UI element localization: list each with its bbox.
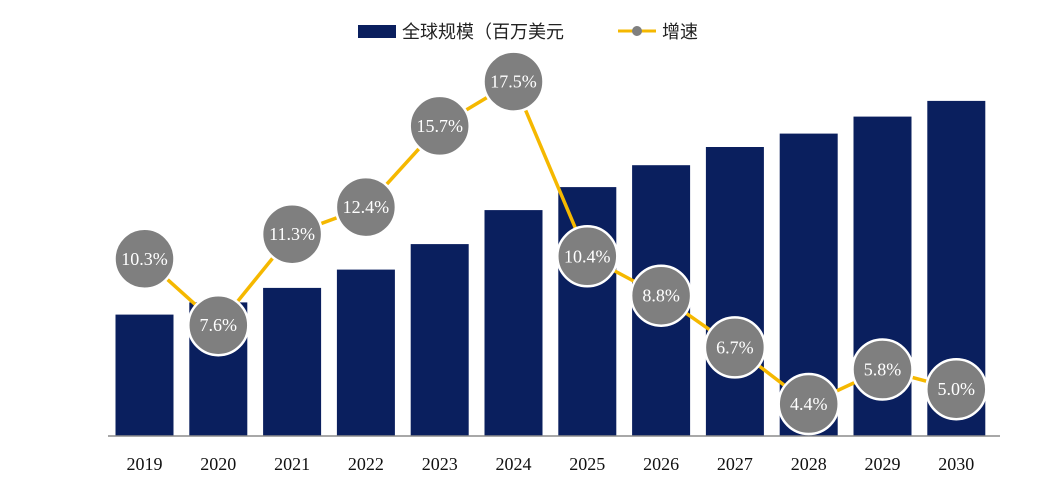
- x-tick-2021: 2021: [274, 454, 310, 474]
- legend-line-marker: [632, 26, 642, 36]
- growth-point-2022: [334, 175, 398, 239]
- growth-marker-2027: 6.7%: [703, 316, 767, 379]
- growth-point-2027: [703, 316, 767, 379]
- bar-2019: [115, 314, 174, 436]
- growth-point-2030: [925, 357, 988, 421]
- growth-marker-2026: 8.8%: [629, 264, 693, 327]
- growth-marker-2025: 10.4%: [556, 225, 619, 288]
- x-axis-ticks: 2019 2020 2021 2022 2023 2024 2025 2026 2027 2028…: [127, 454, 975, 474]
- growth-marker-2022: 12.4%: [334, 175, 398, 239]
- growth-marker-2023: 15.7%: [408, 94, 471, 158]
- growth-marker-2029: 5.8%: [851, 338, 914, 401]
- growth-point-2023: [408, 94, 471, 158]
- bar-2024: [484, 210, 543, 436]
- growth-point-2025: [556, 225, 619, 288]
- bar-series: [115, 100, 986, 437]
- growth-label-2022: 12.4%: [343, 197, 390, 217]
- legend: 全球规模（百万美元 增速: [358, 22, 698, 43]
- bar-2022: [336, 269, 395, 436]
- growth-marker-2024: 17.5%: [482, 50, 545, 113]
- bar-2027: [705, 147, 764, 436]
- growth-marker-2020: 7.6%: [187, 293, 250, 357]
- x-tick-2030: 2030: [938, 454, 974, 474]
- legend-line-label: 增速: [662, 22, 698, 43]
- growth-label-2026: 8.8%: [642, 286, 680, 306]
- growth-label-2028: 4.4%: [790, 394, 828, 414]
- x-tick-2022: 2022: [348, 454, 384, 474]
- growth-label-2023: 15.7%: [416, 116, 463, 136]
- growth-label-2029: 5.8%: [864, 360, 902, 380]
- growth-point-2020: [187, 293, 250, 357]
- x-tick-2025: 2025: [569, 454, 605, 474]
- growth-point-2026: [629, 264, 693, 327]
- x-tick-2019: 2019: [127, 454, 163, 474]
- growth-point-2028: [777, 372, 840, 436]
- growth-point-2024: [482, 50, 545, 113]
- bar-2025: [558, 187, 617, 436]
- bar-2023: [410, 244, 469, 436]
- growth-marker-2021: 11.3%: [260, 202, 324, 266]
- growth-marker-2030: 5.0%: [925, 357, 988, 421]
- x-tick-2020: 2020: [200, 454, 236, 474]
- growth-label-2030: 5.0%: [938, 379, 976, 399]
- x-tick-2024: 2024: [496, 454, 532, 474]
- x-tick-2028: 2028: [791, 454, 827, 474]
- x-tick-2026: 2026: [643, 454, 679, 474]
- growth-label-2025: 10.4%: [564, 246, 611, 266]
- growth-line-series: 10.3% 7.6% 11.3% 12.4% 15.7% 17.5% 10.4% 8.8% 6.…: [113, 50, 988, 436]
- x-tick-2023: 2023: [422, 454, 458, 474]
- growth-label-2020: 7.6%: [200, 315, 238, 335]
- growth-marker-2028: 4.4%: [777, 372, 840, 436]
- growth-marker-2019: 10.3%: [113, 227, 176, 291]
- growth-point-2021: [260, 202, 324, 266]
- growth-label-2027: 6.7%: [716, 337, 754, 357]
- growth-label-2019: 10.3%: [121, 249, 168, 269]
- growth-label-2024: 17.5%: [490, 72, 537, 92]
- legend-bar-swatch: [358, 25, 396, 38]
- legend-bar-label: 全球规模（百万美元: [402, 22, 564, 43]
- bar-2021: [263, 287, 322, 436]
- x-tick-2029: 2029: [865, 454, 901, 474]
- growth-point-2029: [851, 338, 914, 401]
- growth-label-2021: 11.3%: [269, 224, 315, 244]
- growth-point-2019: [113, 227, 176, 291]
- x-tick-2027: 2027: [717, 454, 753, 474]
